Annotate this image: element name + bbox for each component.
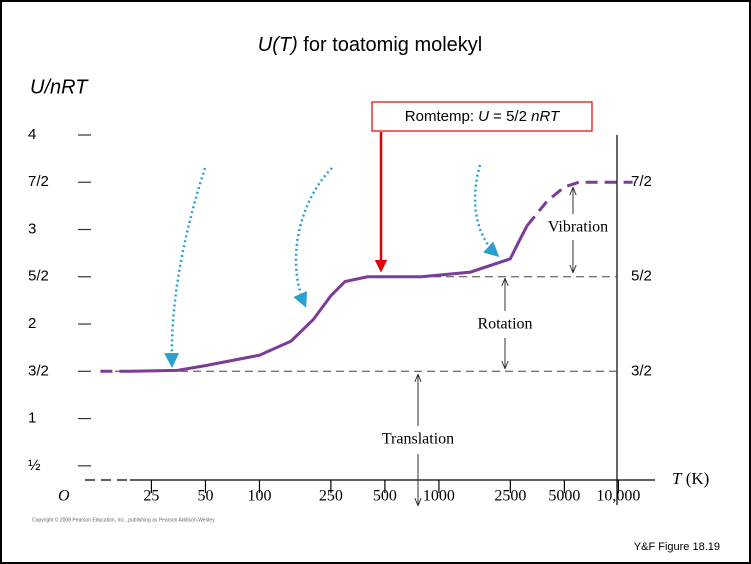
annotation: Vibration xyxy=(548,219,608,236)
y-tick-label: 5/2 xyxy=(28,268,49,285)
y-tick-label: 1 xyxy=(28,410,36,427)
y2-tick-label: 7/2 xyxy=(631,173,652,190)
text-part: U(T) xyxy=(258,34,298,56)
text-part: Romtemp: xyxy=(405,108,478,125)
x-tick-label: 2500 xyxy=(494,488,526,505)
text-part: = 5/2 xyxy=(489,108,531,125)
y-tick-label: 3/2 xyxy=(28,362,49,379)
y-tick-label: 2 xyxy=(28,315,36,332)
pointer-arrow xyxy=(164,167,207,368)
x-tick-label: 500 xyxy=(373,488,397,505)
origin-label: O xyxy=(58,488,70,505)
callout-text: Romtemp: U = 5/2 nRT xyxy=(405,108,561,125)
copyright: Copyright © 2008 Pearson Education, Inc.… xyxy=(32,516,216,523)
chart-title: U(T) for toatomig molekyl xyxy=(258,34,483,56)
pointer-arrow xyxy=(473,164,500,258)
text-part: for toatomig molekyl xyxy=(298,34,483,56)
x-axis-label: T (K) xyxy=(672,469,709,488)
text-part: (K) xyxy=(681,469,709,488)
annotation: Rotation xyxy=(477,316,532,333)
figure-ref: Y&F Figure 18.19 xyxy=(634,541,720,553)
callout-box xyxy=(371,101,593,132)
annotation: Translation xyxy=(382,431,454,448)
x-tick-label: 50 xyxy=(197,488,213,505)
text-part: U xyxy=(478,108,489,125)
y-tick-label: ½ xyxy=(28,457,41,474)
y2-tick-label: 3/2 xyxy=(631,362,652,379)
x-tick-label: 100 xyxy=(247,488,271,505)
y2-tick-label: 5/2 xyxy=(631,268,652,285)
y-tick-label: 4 xyxy=(28,126,36,143)
x-tick-label: 5000 xyxy=(548,488,580,505)
pointer-arrow xyxy=(293,167,333,308)
curve xyxy=(129,225,529,373)
x-tick-label: 250 xyxy=(319,488,343,505)
y-tick-label: 3 xyxy=(28,220,36,237)
text-part: nRT xyxy=(531,108,561,125)
curve xyxy=(525,180,633,227)
x-tick-label: 25 xyxy=(143,488,159,505)
x-tick-label: 10,000 xyxy=(596,488,640,505)
x-tick-label: 1000 xyxy=(423,488,455,505)
text-part: T xyxy=(672,469,683,488)
y-tick-label: 7/2 xyxy=(28,173,49,190)
y-axis-label: U/nRT xyxy=(30,76,89,98)
